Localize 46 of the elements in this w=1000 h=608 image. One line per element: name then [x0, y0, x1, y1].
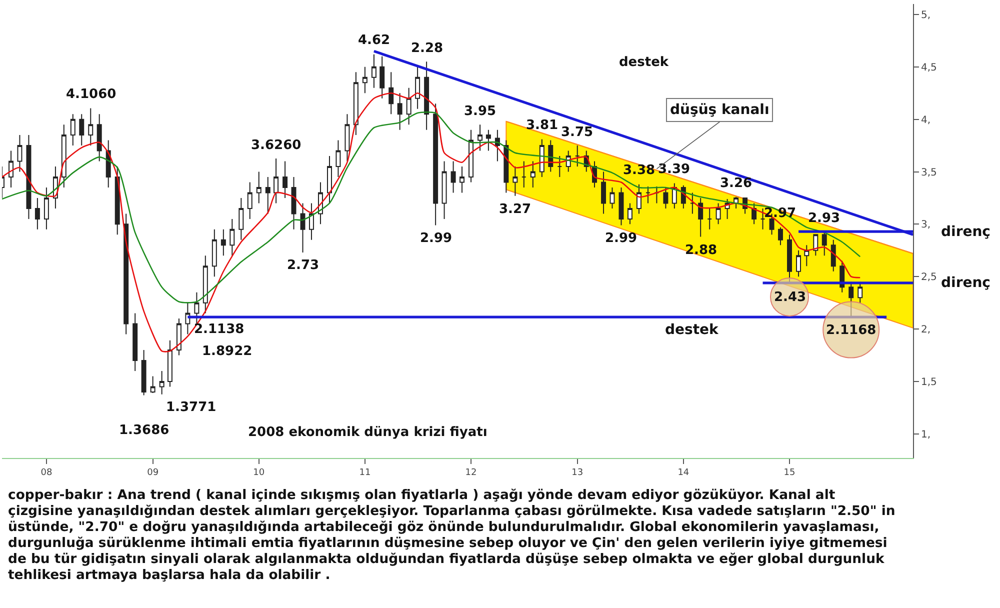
annotation: 3.38 — [623, 163, 656, 178]
annotation: 3.95 — [464, 104, 496, 119]
y-tick-label: 2, — [921, 324, 931, 336]
text: copper-bakır : Ana trend ( kanal içinde sıkışmış olan fiyatlarla ) aşağı yönde devam ediyor gözüküyor. Kanal alt çizgisine yanaşıldığından destek alımları gerçekleşiyor. Toparlanma çabası görülmekte. Kısa vadede satışların "2.50" in üstünde, "2.70" e doğru yanaşıldığında artabileceği göz önünde bulundurulmalıdır. Global ekonomilerin yavaşlaması, durgunluğa sürüklenme ihtimali emtia fiyatlarının düşmesine sebep oluyor ve Çin' den gelen verilerin iyiye gitmemesi de bu tür gidişatın sinyali olarak algılanmakta olduğundan fiyatlarda düşüşe sebep olmakta ve eğer global durgunluk tehlikesi artmaya başlarsa hala da olabilir . — [8, 488, 896, 584]
annotation: 4.62 — [358, 33, 390, 48]
annotation: 2.43 — [774, 290, 806, 305]
y-tick-label: 3, — [921, 220, 931, 231]
annotation: 2.1168 — [826, 323, 876, 338]
y-tick-label: 1,5 — [921, 376, 937, 388]
annotation: 1.3686 — [119, 423, 170, 438]
x-tick-label: 12 — [465, 468, 477, 478]
annotation: 2.1138 — [194, 322, 244, 337]
x-tick-label: 09 — [147, 468, 159, 478]
annotation: 3.81 — [526, 118, 558, 133]
annotation: 2.73 — [287, 258, 320, 273]
x-tick-label: 11 — [359, 468, 371, 478]
annotation: destek — [665, 322, 720, 338]
annotation: düşüş kanalı — [670, 102, 770, 118]
y-tick-label: 5, — [921, 10, 931, 21]
annotation: 2.28 — [411, 41, 444, 56]
annotation: 2.99 — [605, 231, 638, 246]
annotation: 3.39 — [658, 162, 690, 177]
annotation: 2.88 — [685, 243, 718, 258]
annotation: 1.3771 — [166, 400, 216, 415]
annotation: 3.75 — [561, 125, 594, 140]
annotation: 4.1060 — [66, 87, 116, 102]
x-tick-label: 13 — [572, 468, 584, 478]
x-tick-label: 08 — [40, 468, 52, 478]
annotation: direnç — [941, 275, 990, 291]
x-tick-label: 14 — [678, 468, 690, 478]
annotation: direnç — [941, 224, 990, 240]
x-tick-label: 10 — [253, 468, 265, 478]
annotation: 3.6260 — [251, 138, 302, 153]
y-tick-label: 4, — [921, 114, 931, 126]
annotation: 3.26 — [720, 176, 752, 191]
annotation: 1.8922 — [202, 344, 252, 359]
y-tick-label: 4,5 — [921, 62, 937, 74]
annotation: 2.93 — [808, 211, 840, 226]
annotation: 2.99 — [420, 231, 452, 246]
annotation: 2008 ekonomik dünya krizi fiyatı — [248, 425, 488, 440]
annotation: 3.27 — [499, 202, 532, 217]
annotation: destek — [619, 55, 669, 70]
y-tick-label: 1, — [921, 429, 931, 440]
y-tick-label: 3,5 — [921, 167, 937, 178]
x-tick-label: 15 — [784, 468, 796, 478]
y-tick-label: 2,5 — [921, 272, 937, 284]
